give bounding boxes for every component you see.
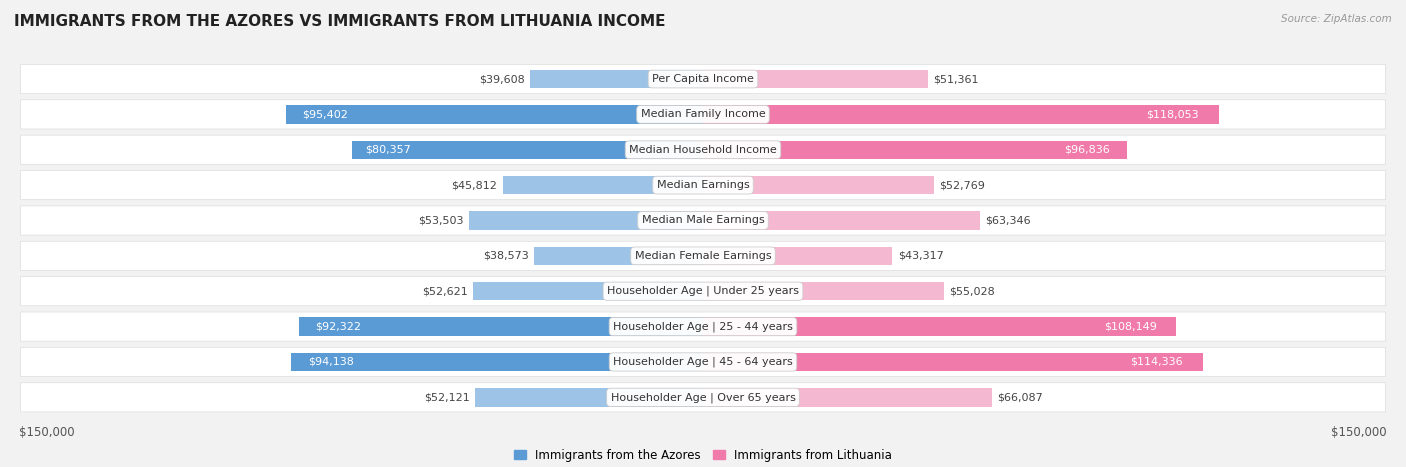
Text: $45,812: $45,812 <box>451 180 498 190</box>
Text: Per Capita Income: Per Capita Income <box>652 74 754 84</box>
Bar <box>703 388 993 406</box>
Text: Householder Age | Over 65 years: Householder Age | Over 65 years <box>610 392 796 403</box>
Bar <box>703 105 1219 124</box>
Bar <box>291 353 703 371</box>
Text: Householder Age | 45 - 64 years: Householder Age | 45 - 64 years <box>613 357 793 367</box>
Text: $108,149: $108,149 <box>1104 322 1157 332</box>
Text: Median Female Earnings: Median Female Earnings <box>634 251 772 261</box>
Bar <box>703 176 934 194</box>
Text: Median Family Income: Median Family Income <box>641 109 765 120</box>
Text: $52,121: $52,121 <box>425 392 470 402</box>
Text: $39,608: $39,608 <box>479 74 524 84</box>
Text: $51,361: $51,361 <box>934 74 979 84</box>
Text: Householder Age | 25 - 44 years: Householder Age | 25 - 44 years <box>613 321 793 332</box>
Bar <box>472 282 703 300</box>
Bar <box>530 70 703 88</box>
Text: Median Earnings: Median Earnings <box>657 180 749 190</box>
Text: Median Male Earnings: Median Male Earnings <box>641 215 765 226</box>
FancyBboxPatch shape <box>21 241 1385 270</box>
Text: $96,836: $96,836 <box>1064 145 1109 155</box>
FancyBboxPatch shape <box>21 276 1385 306</box>
Text: $52,621: $52,621 <box>422 286 468 296</box>
Bar <box>703 70 928 88</box>
Text: Source: ZipAtlas.com: Source: ZipAtlas.com <box>1281 14 1392 24</box>
Bar <box>285 105 703 124</box>
Text: $63,346: $63,346 <box>986 215 1031 226</box>
Bar <box>703 318 1175 336</box>
Text: $114,336: $114,336 <box>1130 357 1182 367</box>
Legend: Immigrants from the Azores, Immigrants from Lithuania: Immigrants from the Azores, Immigrants f… <box>515 449 891 462</box>
Bar <box>534 247 703 265</box>
Bar <box>299 318 703 336</box>
FancyBboxPatch shape <box>21 170 1385 200</box>
Bar <box>703 211 980 230</box>
FancyBboxPatch shape <box>21 347 1385 376</box>
Text: $92,322: $92,322 <box>315 322 361 332</box>
Text: $80,357: $80,357 <box>366 145 412 155</box>
FancyBboxPatch shape <box>21 100 1385 129</box>
Text: Householder Age | Under 25 years: Householder Age | Under 25 years <box>607 286 799 297</box>
Text: $43,317: $43,317 <box>897 251 943 261</box>
Bar <box>703 353 1204 371</box>
Bar <box>703 141 1126 159</box>
Text: $118,053: $118,053 <box>1146 109 1199 120</box>
Bar <box>703 282 943 300</box>
Text: IMMIGRANTS FROM THE AZORES VS IMMIGRANTS FROM LITHUANIA INCOME: IMMIGRANTS FROM THE AZORES VS IMMIGRANTS… <box>14 14 665 29</box>
Bar <box>475 388 703 406</box>
Text: $38,573: $38,573 <box>484 251 529 261</box>
Bar <box>703 247 893 265</box>
Text: $55,028: $55,028 <box>949 286 994 296</box>
Text: $66,087: $66,087 <box>997 392 1043 402</box>
Bar <box>470 211 703 230</box>
Bar <box>502 176 703 194</box>
Text: $52,769: $52,769 <box>939 180 986 190</box>
Text: $94,138: $94,138 <box>308 357 353 367</box>
FancyBboxPatch shape <box>21 206 1385 235</box>
Text: Median Household Income: Median Household Income <box>628 145 778 155</box>
Text: $95,402: $95,402 <box>302 109 349 120</box>
FancyBboxPatch shape <box>21 64 1385 93</box>
FancyBboxPatch shape <box>21 383 1385 412</box>
Text: $53,503: $53,503 <box>418 215 464 226</box>
FancyBboxPatch shape <box>21 312 1385 341</box>
FancyBboxPatch shape <box>21 135 1385 164</box>
Bar <box>352 141 703 159</box>
